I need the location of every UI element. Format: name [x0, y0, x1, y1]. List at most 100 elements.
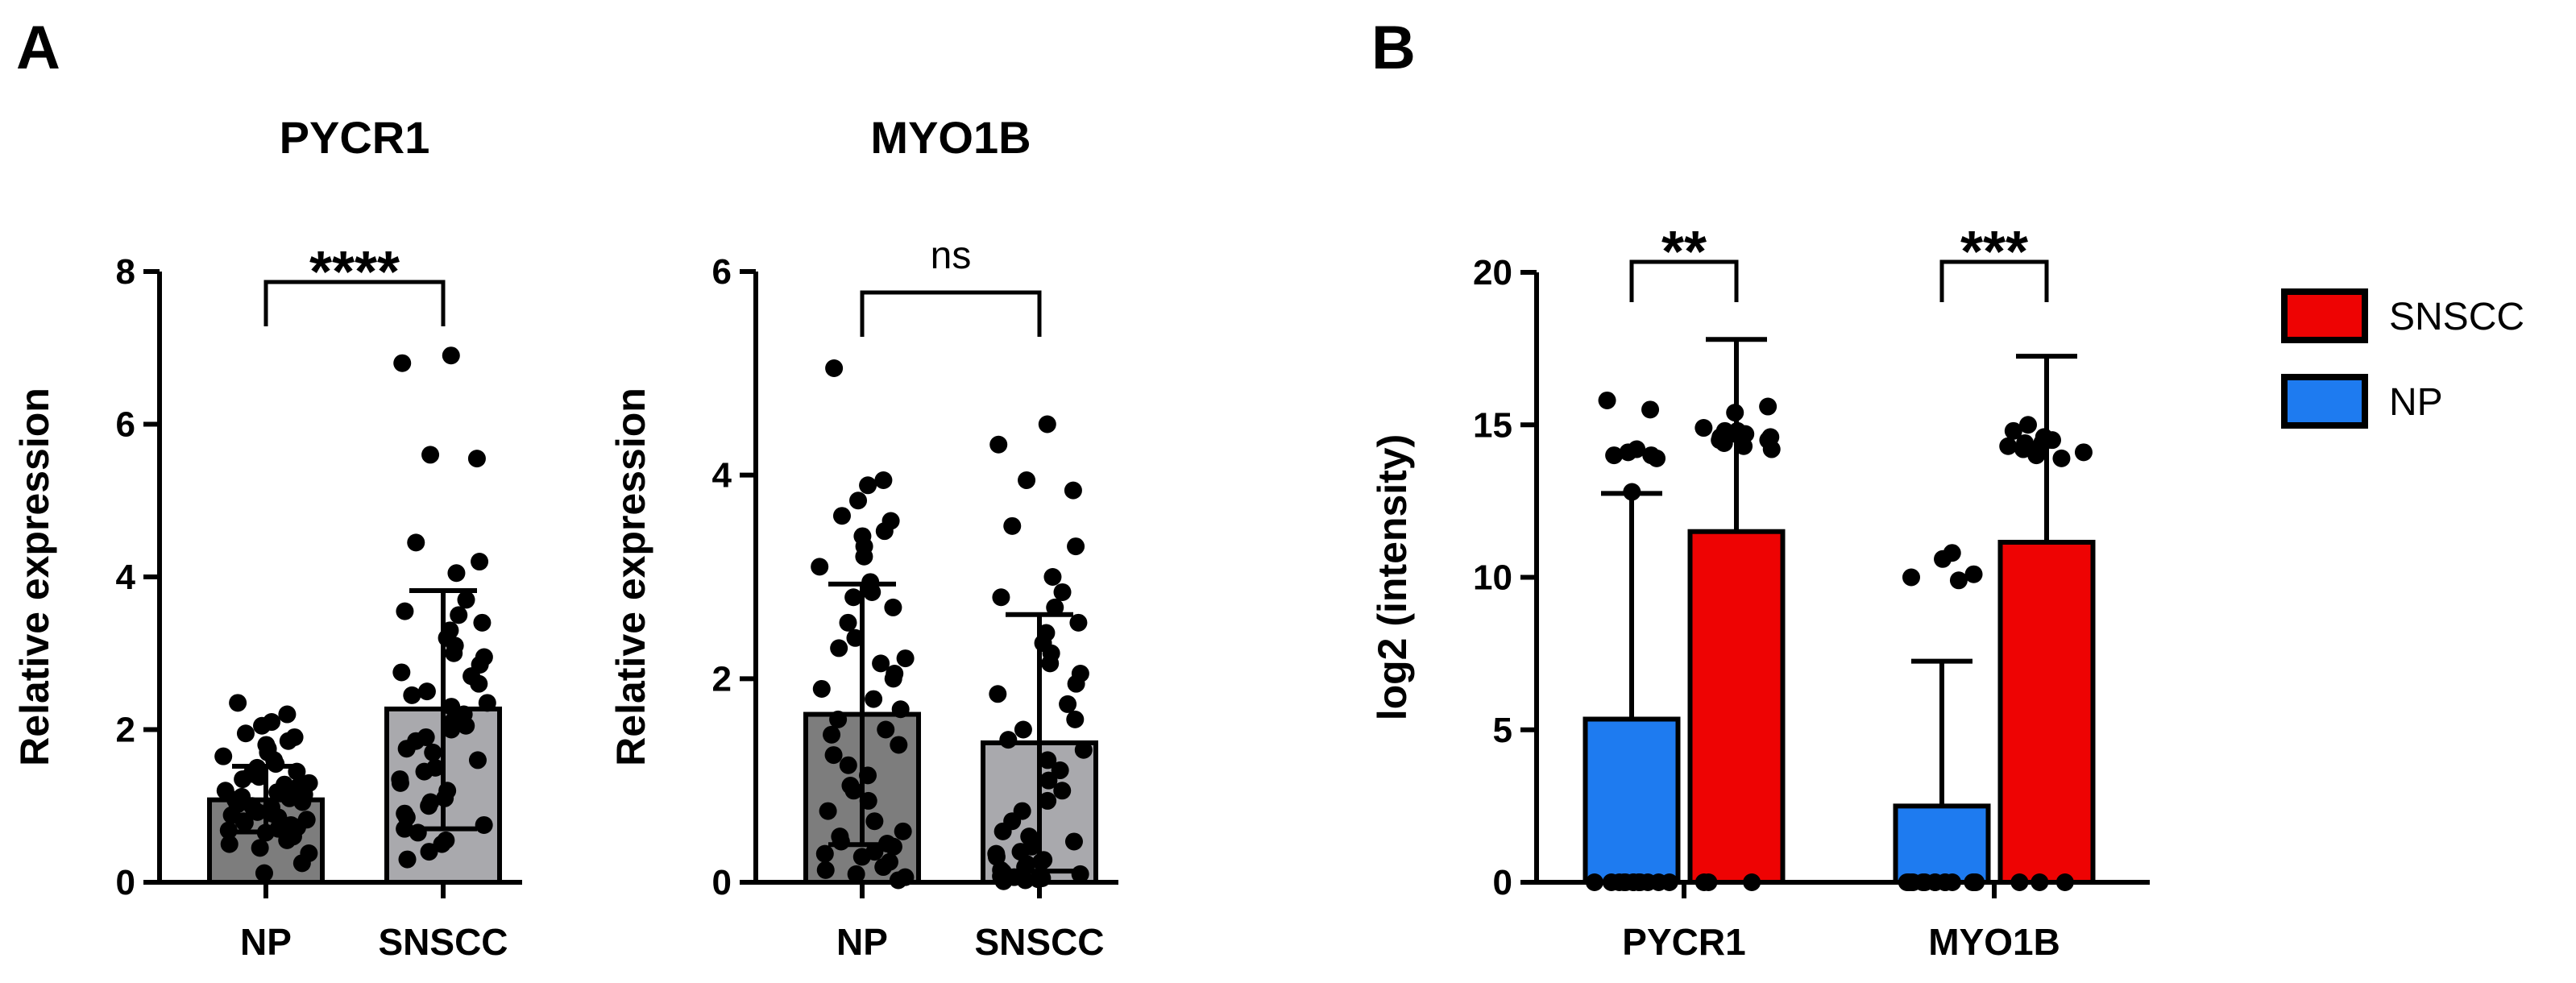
data-point [470, 674, 488, 693]
data-point [220, 835, 239, 853]
data-point [1695, 873, 1713, 891]
chart-title: MYO1B [870, 112, 1031, 163]
data-point [2004, 421, 2022, 440]
data-point [1605, 446, 1624, 465]
data-point [1069, 613, 1088, 632]
significance-label: ** [1661, 220, 1707, 284]
data-point [811, 558, 829, 576]
data-point [844, 588, 863, 607]
data-point [891, 700, 910, 719]
data-point [391, 774, 409, 792]
data-point [1038, 415, 1056, 433]
significance-bracket [1939, 259, 2049, 302]
data-point [1934, 550, 1952, 568]
data-point [824, 746, 843, 765]
data-point [865, 812, 884, 831]
data-point [2014, 440, 2032, 458]
chart-title: PYCR1 [280, 112, 430, 163]
significance-bracket [1629, 259, 1739, 302]
data-point [989, 685, 1007, 703]
y-tick-label: 4 [712, 456, 732, 496]
data-point [830, 639, 848, 657]
data-point [849, 492, 868, 510]
y-tick-label: 20 [1473, 253, 1512, 292]
data-point [424, 743, 442, 761]
data-point [1623, 483, 1641, 501]
legend-label-snscc: SNSCC [2389, 296, 2524, 338]
data-point [442, 346, 460, 365]
data-point [442, 720, 461, 739]
data-point [2031, 873, 2049, 891]
data-point [889, 871, 907, 890]
significance-bracket [860, 290, 1042, 337]
legend-label-np: NP [2389, 381, 2443, 424]
data-point [278, 831, 297, 849]
data-point [420, 797, 438, 815]
data-point [468, 751, 487, 769]
data-point [1067, 674, 1085, 693]
data-point [1602, 873, 1620, 891]
data-point [234, 770, 252, 789]
y-tick-label: 0 [116, 863, 135, 902]
data-point [251, 839, 269, 857]
data-point [407, 533, 425, 552]
data-point [1029, 870, 1047, 889]
data-point [236, 724, 255, 743]
chart-a-myo1b: MYO1B 0 2 4 6 Relative expression NP SNSCC ns [608, 112, 1118, 963]
data-point [839, 613, 857, 632]
data-point [392, 663, 411, 682]
y-tick-label: 0 [712, 863, 732, 902]
data-point [1053, 583, 1072, 601]
bar-snscc-pycr1 [1687, 529, 1786, 885]
data-point [2010, 873, 2029, 891]
data-point [884, 837, 902, 856]
data-point [1964, 565, 1983, 583]
data-point [823, 725, 841, 744]
x-tick-label-myo1b: MYO1B [1928, 921, 2060, 963]
data-point [832, 832, 850, 851]
data-point [267, 755, 285, 774]
data-point [992, 588, 1010, 607]
data-point [1039, 771, 1058, 790]
data-point [1949, 571, 1968, 590]
data-point [844, 782, 863, 800]
data-point [250, 768, 268, 786]
data-point [2019, 416, 2038, 434]
data-point [219, 821, 238, 840]
y-tick-label: 2 [116, 711, 135, 750]
panel-letter-b: B [1371, 14, 1416, 82]
data-point [1660, 873, 1678, 891]
data-point [393, 354, 412, 372]
data-point [473, 613, 492, 632]
y-axis-label: Relative expression [608, 388, 653, 766]
data-point [396, 602, 414, 620]
bar-np-pycr1 [1583, 716, 1681, 885]
data-point [1743, 873, 1761, 891]
y-tick-label: 4 [116, 558, 136, 597]
data-point [447, 564, 466, 583]
x-tick-label-snscc: SNSCC [974, 921, 1104, 963]
data-point [248, 803, 267, 821]
y-tick-label: 15 [1473, 405, 1512, 445]
data-point [467, 450, 486, 468]
y-tick-label: 8 [116, 252, 135, 292]
data-point [839, 756, 857, 774]
data-point [475, 815, 493, 834]
data-point [1726, 404, 1744, 422]
data-point [417, 682, 436, 701]
data-point [874, 858, 893, 877]
data-point [1585, 873, 1603, 891]
data-point [421, 446, 440, 464]
data-point [1926, 873, 1944, 891]
data-point [819, 802, 837, 820]
data-point [2074, 443, 2093, 462]
data-point [1016, 871, 1035, 890]
data-point [214, 747, 233, 765]
x-tick-label-np: NP [836, 921, 888, 963]
data-point [1711, 431, 1729, 450]
data-point [1067, 537, 1085, 556]
data-point [1041, 654, 1060, 673]
data-point [433, 835, 451, 853]
data-point [846, 628, 865, 647]
data-point [253, 716, 272, 735]
